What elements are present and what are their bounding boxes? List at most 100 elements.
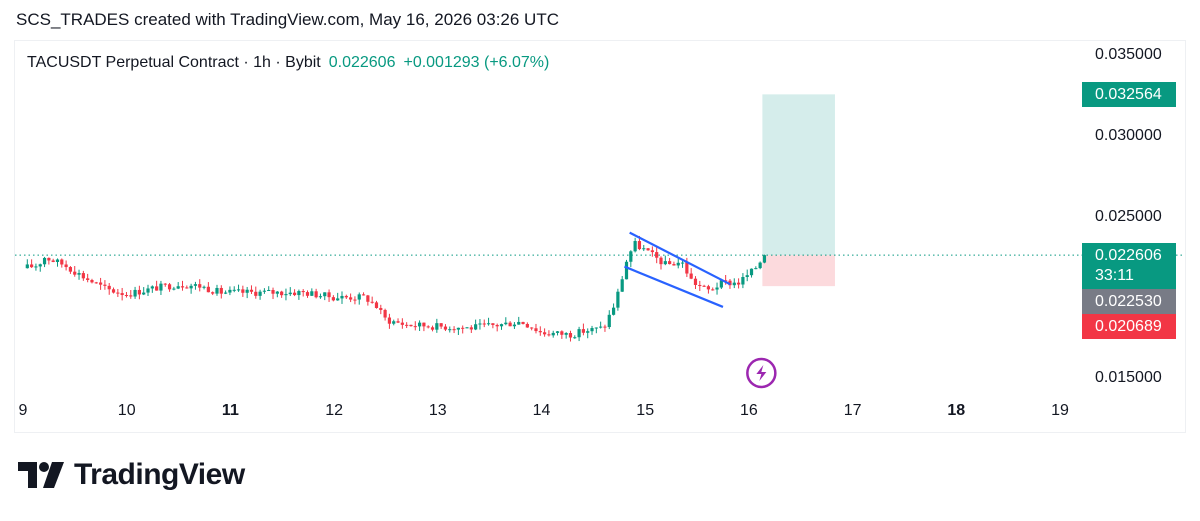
candle-body xyxy=(383,309,387,318)
candle-body xyxy=(564,333,568,335)
candle-body xyxy=(573,337,577,339)
candle-body xyxy=(491,323,495,325)
candle-body xyxy=(663,261,667,265)
candle-body xyxy=(68,267,73,272)
candle-body xyxy=(224,292,228,294)
candle-body xyxy=(504,322,508,325)
candle-body xyxy=(150,286,154,289)
candle-body xyxy=(219,287,223,294)
candle-body xyxy=(271,289,275,294)
candle-body xyxy=(38,264,42,267)
candle-body xyxy=(405,324,409,326)
candle-body xyxy=(482,323,486,325)
candle-body xyxy=(133,289,137,297)
tradingview-logo-icon xyxy=(18,462,64,488)
price-badge-value: 0.022530 xyxy=(1095,293,1162,310)
candle-body xyxy=(366,295,370,302)
candle-body xyxy=(672,264,676,266)
candle-body xyxy=(228,289,232,293)
candle-body xyxy=(55,259,60,262)
candle-body xyxy=(689,273,693,279)
candle-body xyxy=(655,252,659,258)
candle-body xyxy=(693,278,698,285)
candle-body xyxy=(400,322,404,325)
candle-body xyxy=(77,273,81,275)
candle-body xyxy=(543,332,547,335)
tradingview-logo[interactable]: TradingView xyxy=(18,458,245,492)
candle-body xyxy=(499,324,504,327)
price-badge: 0.020689 xyxy=(1082,314,1176,339)
candle-body xyxy=(396,321,400,323)
candle-body xyxy=(719,280,723,288)
candle-body xyxy=(258,291,262,296)
candle-body xyxy=(758,262,762,269)
candle-body xyxy=(409,324,413,327)
candle-body xyxy=(422,322,426,327)
candle-body xyxy=(314,291,318,298)
candle-body xyxy=(103,284,107,286)
candle-body xyxy=(637,241,642,250)
candle-body xyxy=(146,288,150,293)
candle-body xyxy=(495,324,499,327)
candle-body xyxy=(568,333,573,338)
attribution-header: SCS_TRADES created with TradingView.com,… xyxy=(16,10,559,29)
candle-body xyxy=(547,334,551,336)
candle-body xyxy=(284,294,288,296)
candle-body xyxy=(762,255,767,263)
candle-body xyxy=(280,291,284,296)
candle-body xyxy=(728,280,732,286)
candle-body xyxy=(624,261,629,280)
candle-body xyxy=(754,268,758,270)
candle-body xyxy=(611,307,616,315)
candle-body xyxy=(137,289,141,295)
candle-body xyxy=(530,327,534,329)
candle-body xyxy=(163,283,167,285)
candle-body xyxy=(30,264,34,268)
candle-body xyxy=(64,264,68,268)
candle-body xyxy=(633,241,637,252)
price-badge-value: 0.022606 xyxy=(1095,246,1162,264)
candle-body xyxy=(590,328,594,332)
stop-zone xyxy=(762,255,835,287)
candle-body xyxy=(715,287,719,290)
candle-body xyxy=(736,282,741,285)
tradingview-wordmark: TradingView xyxy=(74,458,245,491)
symbol-legend[interactable]: TACUSDT Perpetual Contract · 1h · Bybit … xyxy=(27,54,549,72)
candle-body xyxy=(646,248,650,251)
candle-body xyxy=(577,329,581,338)
candle-body xyxy=(340,295,344,299)
candle-body xyxy=(111,289,116,293)
candle-body xyxy=(650,250,654,253)
candle-body xyxy=(249,289,254,292)
chart-frame[interactable] xyxy=(14,40,1186,433)
candle-body xyxy=(435,323,439,330)
price-badge: 0.022606 33:11 xyxy=(1082,242,1176,289)
candle-body xyxy=(594,327,598,329)
candle-body xyxy=(262,290,267,292)
candle-body xyxy=(327,292,331,298)
candle-body xyxy=(236,289,241,291)
candle-body xyxy=(353,299,357,301)
candle-body xyxy=(292,292,297,296)
candle-body xyxy=(357,294,361,300)
candle-body xyxy=(629,251,633,262)
price-badge: 0.032564 xyxy=(1082,81,1176,107)
price-badge-value: 0.032564 xyxy=(1095,85,1162,103)
candle-body xyxy=(555,331,560,333)
candle-body xyxy=(142,292,146,295)
candle-body xyxy=(288,292,292,295)
time-axis-tick: 15 xyxy=(636,402,655,419)
candle-body xyxy=(275,291,279,294)
last-price-legend: 0.022606 xyxy=(328,54,396,71)
candle-body xyxy=(361,294,366,296)
candle-body xyxy=(193,284,198,286)
candle-body xyxy=(443,326,448,330)
candle-body xyxy=(124,295,129,297)
candle-body xyxy=(116,292,120,294)
time-axis-tick: 10 xyxy=(117,402,136,419)
candle-body xyxy=(206,286,210,293)
candle-body xyxy=(86,278,90,281)
candle-body xyxy=(379,308,383,310)
candle-body xyxy=(508,322,512,327)
